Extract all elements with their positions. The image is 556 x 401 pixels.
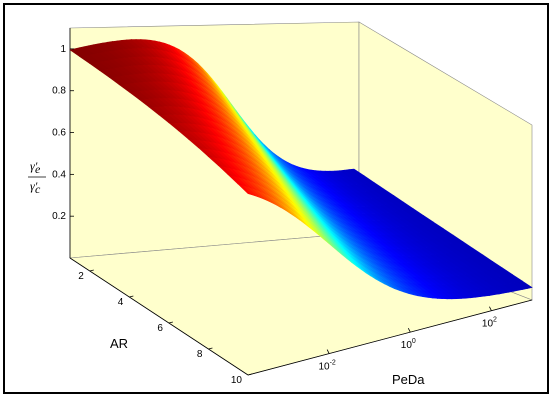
z-label-numerator-sub: e [35, 162, 41, 176]
z-label-numerator: γ' [30, 159, 38, 173]
y-tick-mark [247, 373, 253, 376]
y-tick-mark [168, 321, 173, 324]
x-axis-line [247, 299, 533, 376]
y-tick-mark [208, 347, 213, 350]
z-tick-label: 0.6 [52, 128, 66, 139]
z-label-denominator-sub: c [35, 182, 41, 196]
z-tick-label: 0.2 [52, 211, 66, 222]
surface-cell [348, 168, 365, 177]
y-axis-line [69, 257, 249, 376]
z-label-denominator: γ' [30, 179, 38, 193]
y-tick-label: 8 [197, 349, 203, 360]
y-tick-label: 2 [78, 271, 84, 282]
axis-labels: PeDa AR γ' e γ' c [28, 159, 425, 387]
z-tick-label: 1 [60, 44, 66, 55]
x-tick-label: 10-2 [318, 360, 335, 373]
y-tick-mark [89, 269, 94, 272]
axis-ticks: 0.2 0.4 0.6 0.8 1 2 4 6 8 10 10-2 100 102 [52, 44, 497, 386]
x-tick-label: 102 [482, 317, 497, 330]
y-tick-label: 6 [157, 323, 163, 334]
y-tick-label: 10 [231, 375, 243, 386]
x-tick-mark [326, 349, 330, 354]
surface-mesh [69, 39, 533, 300]
x-tick-label: 100 [401, 338, 416, 351]
z-tick-label: 0.4 [52, 169, 66, 180]
z-axis-label: γ' e γ' c [28, 159, 46, 196]
x-tick-mark [489, 306, 492, 311]
x-tick-mark [407, 327, 411, 333]
y-axis-label: AR [110, 336, 128, 351]
z-tick-label: 0.8 [52, 86, 66, 97]
x-axis-label: PeDa [392, 372, 425, 387]
y-tick-label: 4 [118, 297, 124, 308]
y-tick-mark [129, 295, 134, 298]
